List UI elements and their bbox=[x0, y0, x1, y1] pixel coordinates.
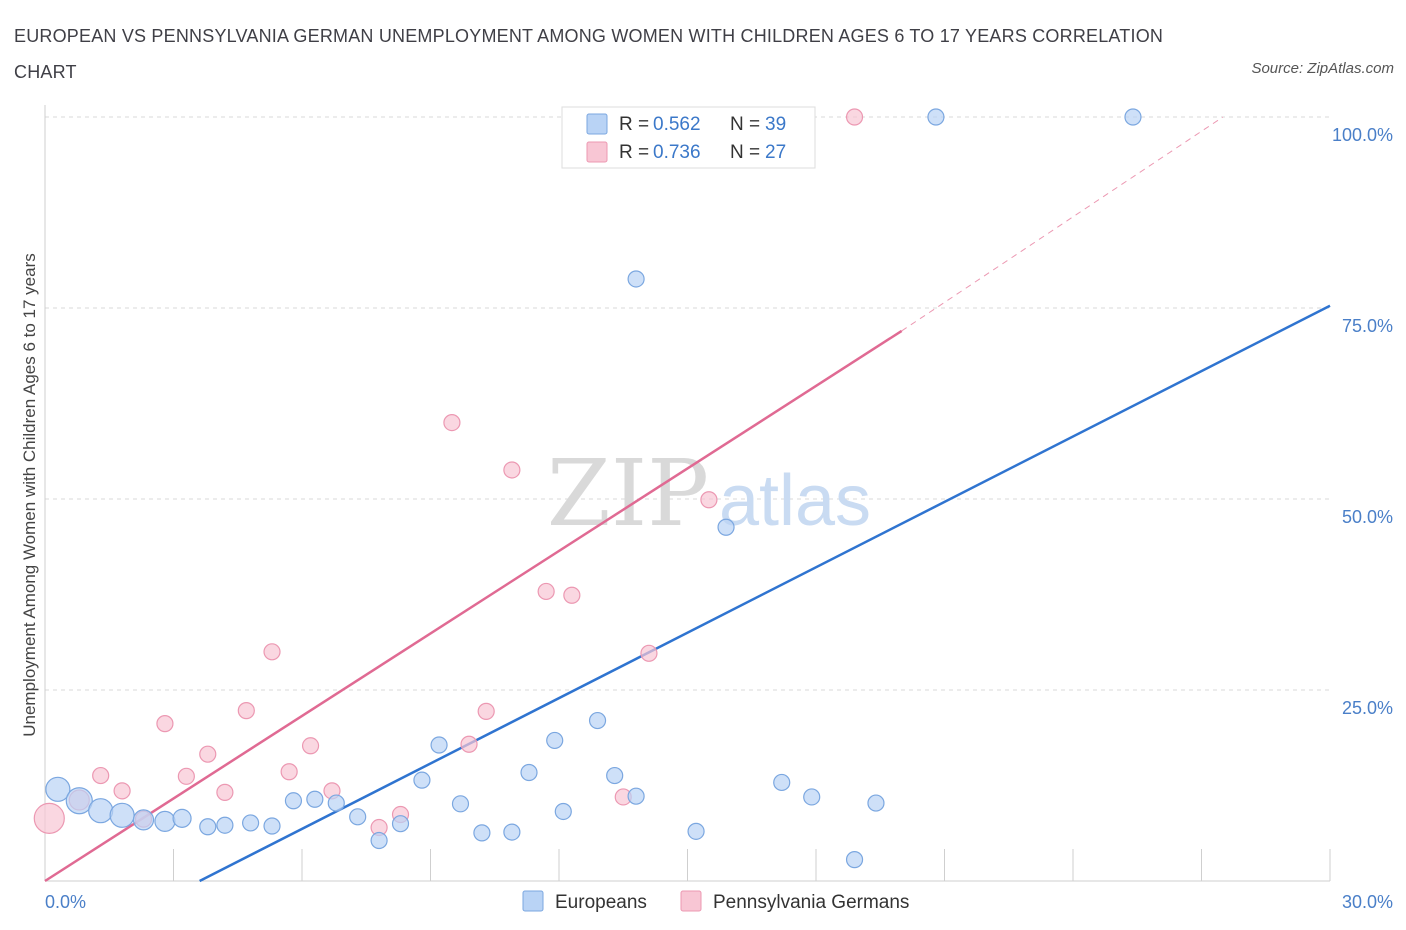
point-pg bbox=[177, 767, 195, 785]
point-pg bbox=[845, 108, 864, 126]
point-europeans bbox=[867, 794, 885, 812]
trend-lines bbox=[44, 116, 1331, 883]
point-pg bbox=[216, 783, 234, 801]
point-europeans bbox=[451, 795, 470, 813]
point-europeans bbox=[154, 810, 176, 833]
point-europeans bbox=[588, 711, 607, 730]
legend-n-label-1: N = bbox=[730, 114, 760, 135]
point-pg bbox=[92, 766, 110, 785]
point-pg bbox=[199, 745, 217, 763]
point-pg bbox=[237, 702, 255, 720]
legend-r-label-1: R = bbox=[619, 114, 649, 135]
legend-swatch-pg bbox=[586, 141, 608, 163]
legend-r-label-2: R = bbox=[619, 142, 649, 163]
legend-r-value-1: 0.562 bbox=[653, 114, 701, 135]
point-europeans bbox=[473, 824, 491, 842]
point-europeans bbox=[88, 798, 114, 824]
point-pg bbox=[700, 491, 718, 509]
point-europeans bbox=[606, 766, 624, 785]
point-europeans bbox=[391, 815, 410, 833]
point-europeans bbox=[172, 808, 192, 828]
trend-line-pg bbox=[44, 329, 903, 883]
point-europeans bbox=[803, 788, 821, 806]
chart-title: EUROPEAN VS PENNSYLVANIA GERMAN UNEMPLOY… bbox=[14, 26, 1164, 82]
point-europeans bbox=[327, 794, 345, 812]
trend-extension-pg bbox=[901, 116, 1224, 332]
watermark: ZIP atlas bbox=[547, 440, 871, 547]
point-europeans bbox=[927, 108, 945, 126]
point-pg bbox=[537, 582, 555, 601]
legend-r-value-2: 0.736 bbox=[653, 142, 701, 163]
point-europeans bbox=[503, 823, 521, 841]
bottom-legend-swatch-europeans bbox=[522, 890, 544, 912]
point-europeans bbox=[349, 808, 367, 826]
point-europeans bbox=[263, 817, 281, 835]
point-europeans bbox=[546, 731, 564, 750]
y-tick-label: 100.0% bbox=[1332, 125, 1393, 145]
bottom-legend-pg: Pennsylvania Germans bbox=[713, 892, 909, 913]
bottom-legend-swatch-pg bbox=[680, 890, 702, 912]
point-pg bbox=[477, 702, 495, 720]
point-europeans bbox=[45, 776, 71, 802]
point-europeans bbox=[430, 736, 448, 754]
point-pg bbox=[640, 644, 658, 662]
x-tick-label: 30.0% bbox=[1342, 892, 1393, 912]
point-europeans bbox=[773, 773, 791, 792]
point-pg bbox=[263, 643, 281, 661]
point-europeans bbox=[554, 802, 572, 821]
y-tick-label: 50.0% bbox=[1342, 507, 1393, 527]
point-pg bbox=[113, 782, 131, 800]
axes bbox=[44, 105, 1331, 882]
point-pg bbox=[443, 414, 461, 432]
point-pg bbox=[156, 715, 174, 733]
point-europeans bbox=[520, 763, 538, 782]
point-europeans bbox=[627, 787, 645, 805]
point-europeans bbox=[687, 822, 705, 840]
tick-labels: 25.0% 50.0% 75.0% 100.0% 0.0% 30.0% bbox=[45, 125, 1393, 912]
point-pg bbox=[460, 735, 478, 753]
point-pg bbox=[503, 461, 521, 479]
point-europeans bbox=[306, 790, 324, 808]
legend-swatch-europeans bbox=[586, 113, 608, 135]
data-points bbox=[33, 108, 1142, 869]
point-europeans bbox=[1124, 108, 1142, 126]
point-europeans bbox=[845, 851, 864, 869]
watermark-zip: ZIP bbox=[547, 440, 709, 547]
point-europeans bbox=[284, 792, 303, 810]
source-label: Source: ZipAtlas.com bbox=[1251, 60, 1394, 77]
watermark-atlas: atlas bbox=[719, 461, 871, 541]
point-pg bbox=[33, 802, 65, 834]
legend-n-label-2: N = bbox=[730, 142, 760, 163]
point-europeans bbox=[65, 787, 93, 815]
point-pg bbox=[301, 737, 320, 755]
point-europeans bbox=[370, 831, 388, 850]
y-tick-label: 75.0% bbox=[1342, 316, 1393, 336]
point-europeans bbox=[717, 518, 735, 536]
point-europeans bbox=[413, 771, 431, 789]
point-pg bbox=[280, 763, 298, 781]
point-europeans bbox=[199, 818, 217, 836]
point-pg bbox=[563, 586, 581, 604]
bottom-legend-europeans: Europeans bbox=[555, 892, 647, 913]
legend-n-value-1: 39 bbox=[765, 114, 786, 135]
legend-n-value-2: 27 bbox=[765, 142, 786, 163]
legend: R = 0.562 N = 39 R = 0.736 N = 27 bbox=[561, 106, 816, 169]
point-europeans bbox=[132, 809, 155, 831]
bottom-legend: Europeans Pennsylvania Germans bbox=[522, 890, 909, 913]
x-tick-label: 0.0% bbox=[45, 892, 86, 912]
point-europeans bbox=[627, 270, 645, 288]
y-tick-label: 25.0% bbox=[1342, 698, 1393, 718]
trend-line-europeans bbox=[199, 304, 1331, 883]
point-europeans bbox=[109, 802, 135, 828]
point-europeans bbox=[216, 816, 234, 834]
point-europeans bbox=[242, 814, 260, 832]
